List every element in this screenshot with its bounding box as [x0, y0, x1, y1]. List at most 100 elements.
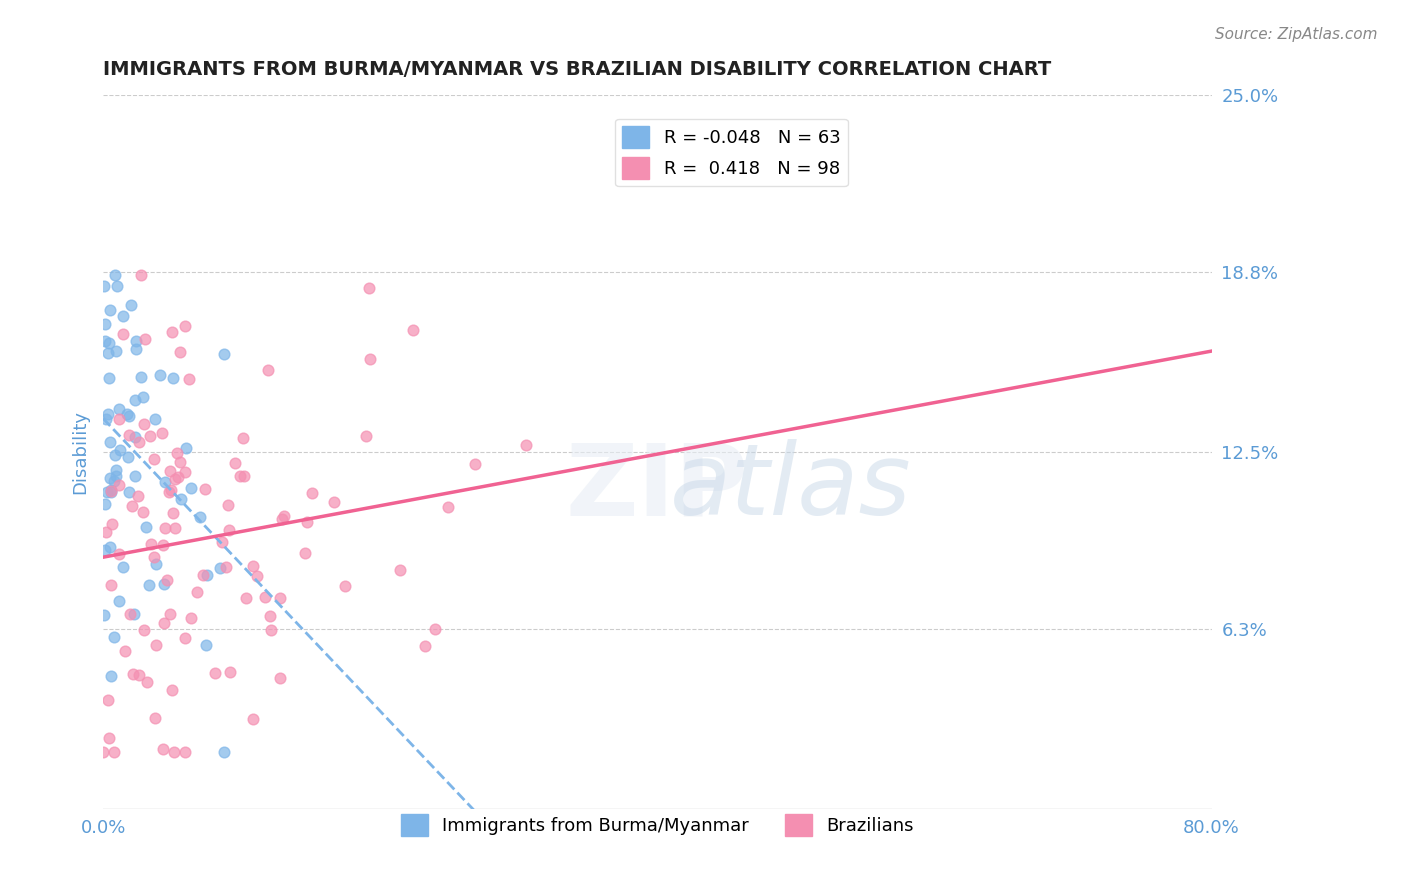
Point: [354, 429, 377, 443]
Point: [132, 390, 155, 404]
Point: [132, 504, 155, 518]
Point: [388, 563, 411, 577]
Y-axis label: Disability: Disability: [72, 410, 89, 494]
Point: [103, 630, 125, 644]
Point: [134, 332, 156, 346]
Point: [219, 665, 242, 680]
Point: [333, 579, 356, 593]
Point: [515, 438, 537, 452]
Point: [105, 279, 128, 293]
Point: [145, 639, 167, 653]
Point: [212, 745, 235, 759]
Point: [118, 607, 141, 621]
Point: [242, 558, 264, 573]
Point: [100, 668, 122, 682]
Point: [118, 409, 141, 424]
Text: ZIP: ZIP: [565, 440, 749, 536]
Point: [121, 667, 143, 681]
Point: [128, 435, 150, 450]
Point: [98, 471, 121, 485]
Point: [117, 450, 139, 464]
Point: [124, 468, 146, 483]
Point: [132, 623, 155, 637]
Point: [180, 482, 202, 496]
Point: [259, 609, 281, 624]
Point: [153, 521, 176, 535]
Point: [269, 671, 291, 685]
Point: [139, 428, 162, 442]
Text: IMMIGRANTS FROM BURMA/MYANMAR VS BRAZILIAN DISABILITY CORRELATION CHART: IMMIGRANTS FROM BURMA/MYANMAR VS BRAZILI…: [103, 60, 1052, 78]
Point: [257, 363, 280, 377]
Point: [246, 569, 269, 583]
Point: [194, 482, 217, 496]
Point: [357, 281, 380, 295]
Point: [141, 537, 163, 551]
Point: [215, 560, 238, 574]
Point: [101, 516, 124, 531]
Point: [224, 456, 246, 470]
Point: [174, 319, 197, 334]
Point: [323, 495, 346, 509]
Point: [254, 590, 277, 604]
Point: [108, 442, 131, 457]
Point: [111, 559, 134, 574]
Point: [260, 624, 283, 638]
Point: [270, 512, 292, 526]
Point: [208, 561, 231, 575]
Point: [103, 474, 125, 488]
Point: [117, 485, 139, 500]
Point: [96, 485, 118, 500]
Point: [104, 268, 127, 282]
Point: [159, 464, 181, 478]
Point: [107, 477, 129, 491]
Point: [273, 509, 295, 524]
Point: [138, 578, 160, 592]
Point: [186, 585, 208, 599]
Point: [235, 591, 257, 605]
Point: [157, 485, 180, 500]
Point: [100, 484, 122, 499]
Point: [218, 524, 240, 538]
Point: [93, 543, 115, 558]
Point: [402, 323, 425, 337]
Point: [145, 557, 167, 571]
Point: [174, 631, 197, 645]
Point: [143, 711, 166, 725]
Point: [211, 534, 233, 549]
Point: [122, 607, 145, 621]
Point: [129, 370, 152, 384]
Point: [153, 475, 176, 489]
Point: [167, 470, 190, 484]
Point: [197, 568, 219, 582]
Point: [174, 745, 197, 759]
Point: [162, 507, 184, 521]
Point: [104, 463, 127, 477]
Point: [104, 448, 127, 462]
Point: [103, 745, 125, 759]
Point: [128, 667, 150, 681]
Point: [437, 500, 460, 514]
Point: [233, 469, 256, 483]
Point: [297, 515, 319, 529]
Point: [160, 483, 183, 497]
Point: [104, 343, 127, 358]
Point: [94, 334, 117, 348]
Text: atlas: atlas: [669, 440, 911, 536]
Point: [112, 309, 135, 323]
Point: [97, 692, 120, 706]
Point: [112, 60, 135, 74]
Point: [195, 638, 218, 652]
Point: [135, 675, 157, 690]
Point: [153, 576, 176, 591]
Point: [232, 431, 254, 445]
Point: [115, 407, 138, 421]
Point: [124, 393, 146, 408]
Point: [129, 268, 152, 282]
Point: [170, 492, 193, 507]
Point: [177, 372, 200, 386]
Point: [98, 540, 121, 554]
Point: [180, 610, 202, 624]
Point: [98, 370, 121, 384]
Point: [98, 435, 121, 450]
Point: [135, 519, 157, 533]
